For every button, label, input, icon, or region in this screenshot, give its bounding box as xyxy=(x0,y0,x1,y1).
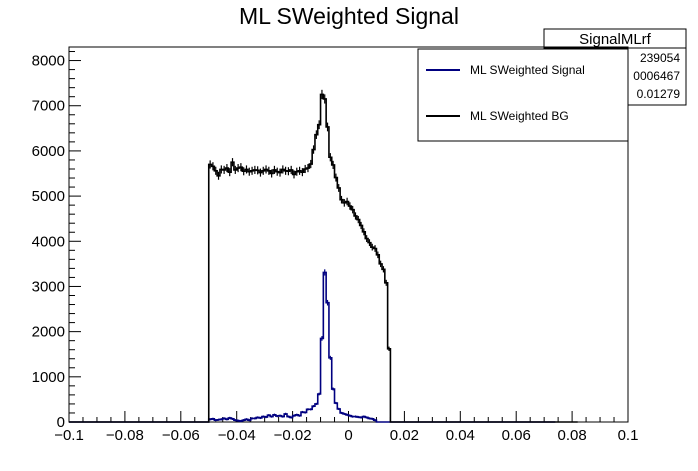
chart-title: ML SWeighted Signal xyxy=(239,3,459,29)
legend-frame xyxy=(417,48,629,142)
stats-mean-value: 0006467 xyxy=(633,69,680,83)
series-layer xyxy=(69,89,578,423)
series-signal xyxy=(69,269,556,423)
legend-signal-label: ML SWeighted Signal xyxy=(470,63,585,77)
y-tick-label: 6000 xyxy=(32,143,65,160)
y-tick-label: 7000 xyxy=(32,98,65,115)
y-tick-label: 0 xyxy=(57,414,65,431)
y-tick-label: 5000 xyxy=(32,188,65,205)
stats-box-title: SignalMLrf xyxy=(579,31,652,48)
x-tick-label: −0.04 xyxy=(218,427,256,444)
x-tick-label: 0.1 xyxy=(618,427,639,444)
x-tick-label: −0.02 xyxy=(274,427,312,444)
x-tick-label: −0.08 xyxy=(106,427,144,444)
x-axis: −0.1 −0.08 −0.06 −0.04 −0.02 0 0.02 0.04 0.06 0.0… xyxy=(54,411,638,444)
x-tick-label: 0.06 xyxy=(502,427,531,444)
series-background xyxy=(69,89,578,423)
y-axis: 0 1000 2000 3000 4000 5000 6000 7000 8000 xyxy=(32,51,81,431)
legend-bg-label: ML SWeighted BG xyxy=(470,109,569,123)
series-step-line xyxy=(69,93,578,423)
y-tick-label: 1000 xyxy=(32,369,65,386)
y-tick-label: 2000 xyxy=(32,324,65,341)
y-tick-label: 4000 xyxy=(32,233,65,250)
stats-stddev-value: 0.01279 xyxy=(637,87,681,101)
x-tick-label: −0.06 xyxy=(162,427,200,444)
y-tick-label: 3000 xyxy=(32,278,65,295)
legend: ML SWeighted Signal ML SWeighted BG xyxy=(417,48,629,142)
x-tick-label: 0 xyxy=(344,427,352,444)
x-tick-label: −0.1 xyxy=(54,427,84,444)
x-tick-label: 0.02 xyxy=(390,427,419,444)
x-tick-label: 0.08 xyxy=(557,427,586,444)
y-tick-label: 8000 xyxy=(32,53,65,70)
series-step-line xyxy=(69,271,556,423)
stats-entries-value: 239054 xyxy=(640,51,680,65)
x-tick-label: 0.04 xyxy=(446,427,475,444)
